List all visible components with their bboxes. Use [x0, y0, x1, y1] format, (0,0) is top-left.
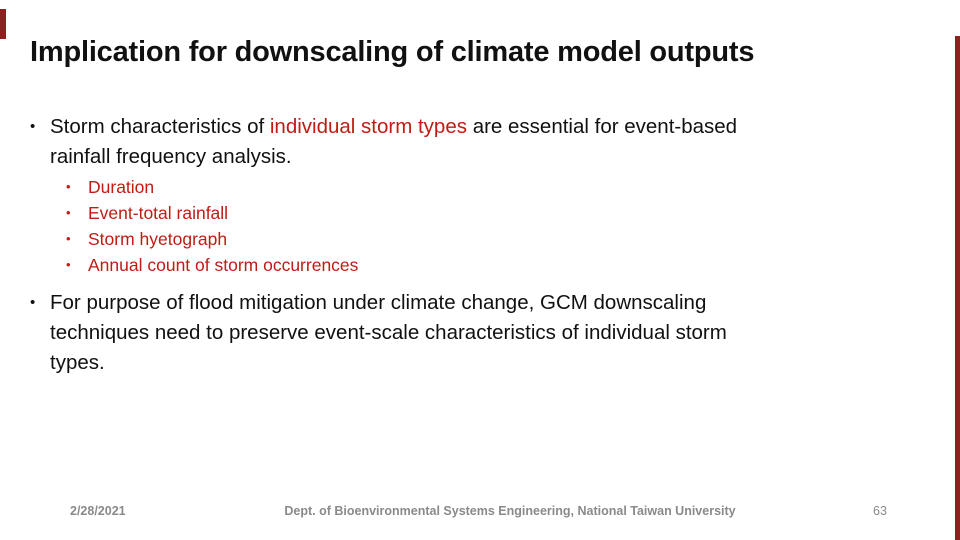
sub-bullet-label: Event-total rainfall [88, 203, 229, 223]
right-accent-bar [955, 36, 960, 540]
bullet-marker: • [30, 294, 36, 311]
footer-page-number: 63 [873, 504, 887, 518]
bullet1-line1-pre: Storm characteristics of [50, 115, 270, 138]
sub-bullet-label: Duration [88, 177, 155, 197]
bullet1-line1: Storm characteristics of individual stor… [50, 112, 737, 142]
bullet2-line3: types. [50, 351, 105, 374]
bullet-text: For purpose of flood mitigation under cl… [50, 288, 727, 378]
bullet2-line2: techniques need to preserve event-scale … [50, 321, 727, 344]
sub-bullet-marker: • [66, 257, 71, 272]
footer-date: 2/28/2021 [70, 504, 126, 518]
sub-bullet-marker: • [66, 179, 71, 194]
bullet1-line1-post: are essential for event-based [467, 115, 738, 138]
sub-bullet-marker: • [66, 205, 71, 220]
sub-bullet-label: Storm hyetograph [88, 229, 228, 249]
bullet-text: Storm characteristics of individual stor… [50, 112, 737, 172]
sub-bullet-duration: • Duration [66, 174, 358, 200]
sub-bullet-list: • Duration • Event-total rainfall • Stor… [66, 174, 358, 278]
bullet-marker: • [30, 118, 36, 135]
bullet2-line1: For purpose of flood mitigation under cl… [50, 291, 707, 314]
bullet-item-flood-mitigation: • For purpose of flood mitigation under … [30, 288, 727, 378]
sub-bullet-marker: • [66, 231, 71, 246]
bullet1-line2: rainfall frequency analysis. [50, 145, 292, 168]
slide-title: Implication for downscaling of climate m… [30, 36, 755, 68]
sub-bullet-label: Annual count of storm occurrences [88, 255, 359, 275]
bullet-item-storm-characteristics: • Storm characteristics of individual st… [30, 112, 737, 172]
left-accent-bar [0, 9, 6, 39]
bullet1-line1-highlight: individual storm types [269, 115, 467, 138]
sub-bullet-annual-count: • Annual count of storm occurrences [66, 252, 358, 278]
sub-bullet-storm-hyetograph: • Storm hyetograph [66, 226, 358, 252]
footer-department: Dept. of Bioenvironmental Systems Engine… [284, 504, 736, 518]
sub-bullet-event-total-rainfall: • Event-total rainfall [66, 200, 358, 226]
